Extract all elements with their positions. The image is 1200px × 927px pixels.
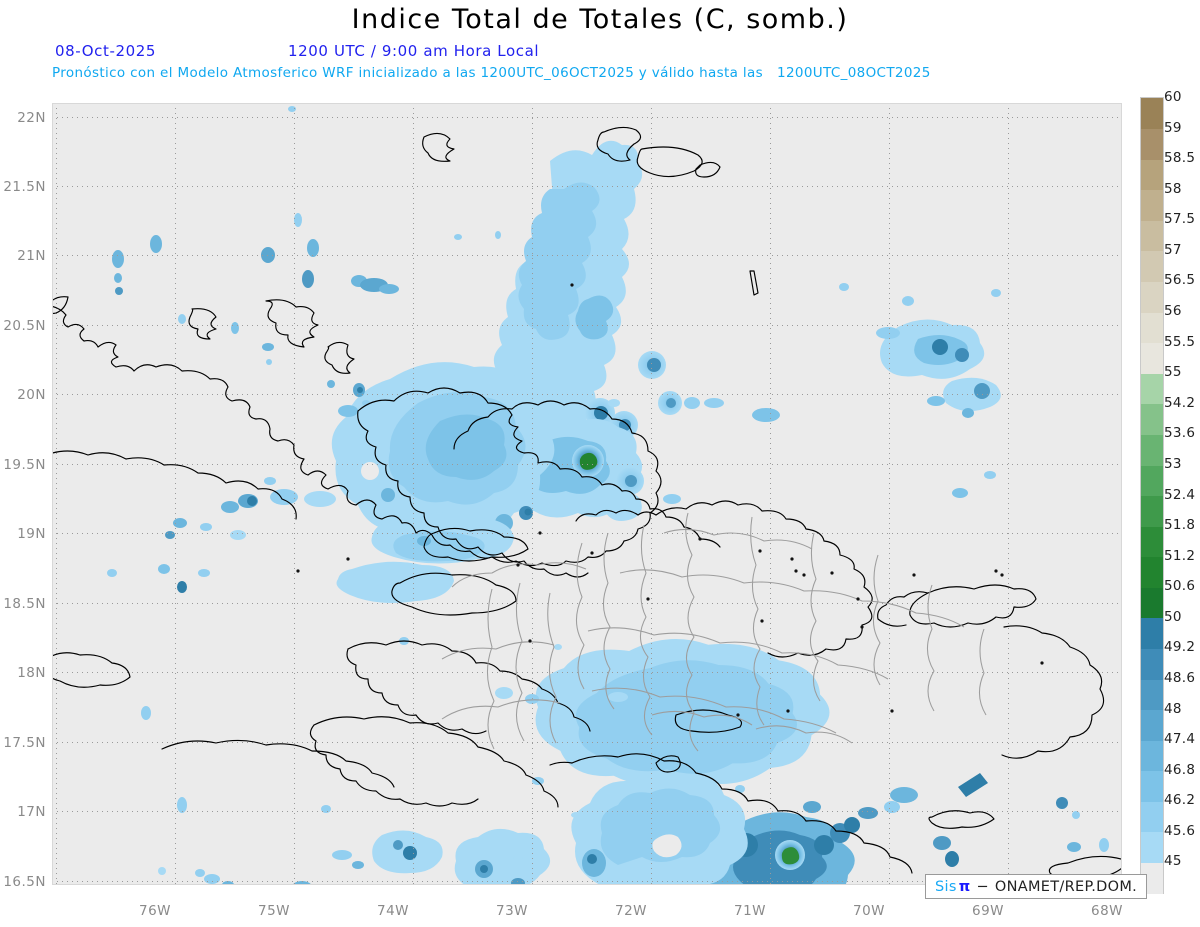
colorbar-tick-52.4: 52.4	[1164, 486, 1196, 503]
shading-northeast-cluster	[608, 283, 1001, 498]
colorbar-band-46.2	[1141, 801, 1163, 833]
colorbar-tick-45.6: 45.6	[1164, 822, 1196, 839]
logo-pi-symbol: π	[958, 878, 971, 895]
colorbar-tick-46.8: 46.8	[1164, 761, 1196, 778]
y-tick-22n: 22N	[17, 110, 46, 126]
colorbar-tick-51.2: 51.2	[1164, 547, 1196, 564]
colorbar-band-58.5	[1141, 159, 1163, 191]
coastline-bahamas	[596, 126, 642, 162]
province-boundaries	[441, 512, 987, 752]
coastline-samana-peninsula	[909, 584, 1037, 628]
colorbar-band-47.4	[1141, 740, 1163, 772]
colorbar-tick-47.4: 47.4	[1164, 731, 1196, 748]
colorbar-band-52.4	[1141, 495, 1163, 527]
colorbar-band-53.6	[1141, 434, 1163, 466]
coastline-jamaica	[52, 652, 131, 688]
colorbar-band-57.5	[1141, 220, 1163, 252]
colorbar-tick-54.2: 54.2	[1164, 394, 1196, 411]
y-tick-165n: 16.5N	[3, 874, 46, 890]
forecast-time: 1200 UTC / 9:00 am Hora Local	[288, 42, 540, 60]
forecast-date: 08-Oct-2025	[55, 42, 157, 60]
colorbar-band-51.2	[1141, 556, 1163, 588]
logo-badge: Sis π − ONAMET/REP.DOM.	[925, 874, 1148, 899]
city-markers	[296, 283, 1044, 717]
x-tick-76w: 76W	[138, 903, 172, 919]
colorbar-band-50	[1141, 617, 1163, 649]
colorbar-band-56.5	[1141, 281, 1163, 313]
colorbar-band-55	[1141, 373, 1163, 405]
colorbar-tick-59: 59	[1164, 119, 1182, 136]
colorbar-band-59	[1141, 128, 1163, 160]
colorbar-tick-48.6: 48.6	[1164, 669, 1196, 686]
colorbar-tick-55: 55	[1164, 364, 1182, 381]
shading-gonave-gulf	[331, 362, 555, 603]
colorbar-band-50.6	[1141, 587, 1163, 619]
x-tick-75w: 75W	[257, 903, 291, 919]
x-tick-71w: 71W	[733, 903, 767, 919]
colorbar-band-48	[1141, 709, 1163, 741]
y-tick-17n: 17N	[17, 804, 46, 820]
colorbar-band-57	[1141, 250, 1163, 283]
x-tick-72w: 72W	[614, 903, 648, 919]
forecast-description: Pronóstico con el Modelo Atmosferico WRF…	[52, 65, 931, 81]
colorbar-band-51.8	[1141, 526, 1163, 558]
colorbar-band-60	[1141, 98, 1163, 130]
y-tick-175n: 17.5N	[3, 735, 46, 751]
colorbar-band-46.8	[1141, 770, 1163, 802]
map-plot-area[interactable]	[52, 103, 1122, 885]
colorbar-tick-50: 50	[1164, 608, 1182, 625]
colorbar-tick-48: 48	[1164, 700, 1182, 717]
colorbar-tick-53: 53	[1164, 455, 1182, 472]
colorbar-band-48.6	[1141, 678, 1163, 711]
logo-sis-text: Sis	[935, 878, 957, 895]
colorbar-tick-57: 57	[1164, 241, 1182, 258]
x-tick-68w: 68W	[1090, 903, 1124, 919]
y-tick-195n: 19.5N	[3, 457, 46, 473]
colorbar-tick-53.6: 53.6	[1164, 425, 1196, 442]
y-tick-205n: 20.5N	[3, 318, 46, 334]
y-tick-215n: 21.5N	[3, 179, 46, 195]
colorbar-band-54.2	[1141, 403, 1163, 435]
coastline-haiti	[357, 387, 721, 548]
lake-enriquillo	[674, 709, 743, 733]
colorbar-tick-55.5: 55.5	[1164, 333, 1196, 350]
colorbar-band-55.5	[1141, 342, 1163, 374]
subtitle-main-text: Pronóstico con el Modelo Atmosferico WRF…	[52, 65, 764, 81]
y-tick-18n: 18N	[17, 665, 46, 681]
shading-scattered-cells-north	[112, 106, 501, 406]
colorbar-tick-56: 56	[1164, 303, 1182, 320]
y-tick-185n: 18.5N	[3, 596, 46, 612]
colorbar-band-58	[1141, 189, 1163, 221]
colorbar-tick-46.2: 46.2	[1164, 792, 1196, 809]
x-tick-73w: 73W	[495, 903, 529, 919]
colorbar-band-45.6	[1141, 831, 1163, 864]
colorbar-tick-58.5: 58.5	[1164, 150, 1196, 167]
subtitle-valid-time: 1200UTC_08OCT2025	[777, 65, 931, 81]
colorbar-tick-45: 45	[1164, 853, 1182, 870]
y-tick-21n: 21N	[17, 248, 46, 264]
colorbar-tick-56.5: 56.5	[1164, 272, 1196, 289]
coastline-gonave	[391, 572, 517, 616]
y-tick-20n: 20N	[17, 387, 46, 403]
geography-layer	[52, 126, 1122, 881]
logo-org-text: ONAMET/REP.DOM.	[994, 878, 1138, 895]
colorbar-tick-60: 60	[1164, 89, 1182, 105]
colorbar-tick-50.6: 50.6	[1164, 578, 1196, 595]
colorbar-band-49.2	[1141, 648, 1163, 680]
x-tick-69w: 69W	[971, 903, 1005, 919]
colorbar[interactable]	[1140, 97, 1164, 894]
coastline-cuba	[52, 305, 662, 567]
colorbar-tick-57.5: 57.5	[1164, 211, 1196, 228]
colorbar-band-56	[1141, 312, 1163, 344]
colorbar-band-53	[1141, 464, 1163, 497]
x-tick-70w: 70W	[852, 903, 886, 919]
shading-north-atlantic-band	[476, 140, 682, 521]
logo-dash: −	[976, 878, 989, 895]
x-tick-74w: 74W	[376, 903, 410, 919]
colorbar-tick-51.8: 51.8	[1164, 517, 1196, 534]
page-title: Indice Total de Totales (C, somb.)	[351, 4, 849, 35]
y-tick-19n: 19N	[17, 526, 46, 542]
colorbar-tick-58: 58	[1164, 180, 1182, 197]
colorbar-tick-49.2: 49.2	[1164, 639, 1196, 656]
